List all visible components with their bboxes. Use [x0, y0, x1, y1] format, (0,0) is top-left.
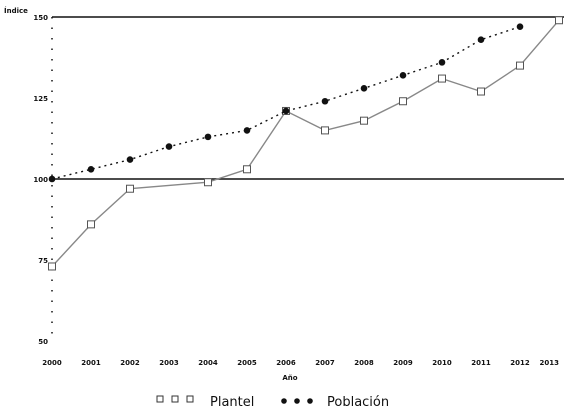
- x-tick-label: 2009: [393, 359, 413, 367]
- x-tick-labels: 2000 2001 2002 2003 2004 2005 2006 2007 2008 2009…: [42, 359, 559, 367]
- series-layer: [48, 16, 563, 271]
- x-tick-label: 2010: [432, 359, 452, 367]
- data-point-poblacion: [87, 165, 95, 173]
- data-point-poblacion: [477, 36, 485, 43]
- data-point-poblacion: [282, 107, 290, 115]
- x-tick-label: 2001: [81, 359, 101, 367]
- y-tick-label: 125: [33, 95, 48, 103]
- x-axis-label: Año: [282, 374, 297, 382]
- data-point-poblacion: [48, 175, 56, 183]
- x-tick-label: 2011: [471, 359, 491, 367]
- legend-marker-plantel: [171, 395, 179, 403]
- x-tick-label: 2002: [120, 359, 140, 367]
- x-tick-label: 2003: [159, 359, 179, 367]
- legend-marker-poblacion: [307, 398, 313, 404]
- reference-lines: [52, 16, 564, 180]
- y-tick-label: 50: [38, 338, 48, 346]
- legend-plantel-markers: [156, 395, 194, 403]
- legend-marker-plantel: [156, 395, 164, 403]
- legend: Plantel Población: [156, 395, 389, 410]
- legend-marker-poblacion: [281, 398, 287, 404]
- data-point-plantel: [48, 262, 56, 271]
- y-tick-label: 150: [33, 14, 48, 22]
- data-point-poblacion: [243, 127, 251, 134]
- x-tick-label: 2006: [276, 359, 296, 367]
- legend-item-poblacion: Población: [281, 395, 389, 410]
- x-tick-label: 2012: [510, 359, 530, 367]
- data-point-plantel: [87, 220, 95, 229]
- series-line-plantel: [51, 19, 560, 267]
- legend-item-plantel: Plantel: [156, 395, 254, 410]
- data-point-plantel: [555, 16, 563, 25]
- y-tick-labels: 150 125 100 75 50: [33, 14, 48, 346]
- legend-marker-plantel: [186, 395, 194, 403]
- legend-marker-poblacion: [294, 398, 300, 404]
- x-tick-label: 2008: [354, 359, 374, 367]
- x-tick-label: 2013: [540, 359, 560, 367]
- x-tick-label: 2005: [237, 359, 257, 367]
- data-point-plantel: [438, 74, 446, 83]
- legend-label-plantel: Plantel: [210, 395, 254, 410]
- x-tick-label: 2007: [315, 359, 335, 367]
- y-axis-label: Índice: [4, 6, 28, 15]
- series-line-poblacion: [51, 26, 521, 180]
- data-point-poblacion: [126, 156, 134, 163]
- data-point-plantel: [204, 178, 212, 187]
- data-point-plantel: [399, 97, 407, 106]
- y-tick-label: 100: [33, 176, 48, 184]
- data-point-poblacion: [516, 23, 524, 31]
- data-point-poblacion: [438, 59, 446, 66]
- x-tick-label: 2004: [198, 359, 218, 367]
- data-point-poblacion: [165, 143, 173, 150]
- y-tick-label: 75: [38, 257, 48, 265]
- data-point-plantel: [126, 184, 134, 193]
- legend-poblacion-markers: [281, 398, 313, 404]
- data-point-plantel: [360, 116, 368, 125]
- data-point-poblacion: [399, 72, 407, 79]
- data-point-plantel: [516, 61, 524, 70]
- legend-label-poblacion: Población: [327, 395, 389, 410]
- x-tick-label: 2000: [42, 359, 62, 367]
- data-point-poblacion: [321, 97, 329, 105]
- data-point-plantel: [243, 165, 251, 174]
- data-point-poblacion: [360, 84, 368, 92]
- data-point-plantel: [321, 126, 329, 135]
- data-point-poblacion: [204, 133, 212, 141]
- data-point-plantel: [477, 87, 485, 96]
